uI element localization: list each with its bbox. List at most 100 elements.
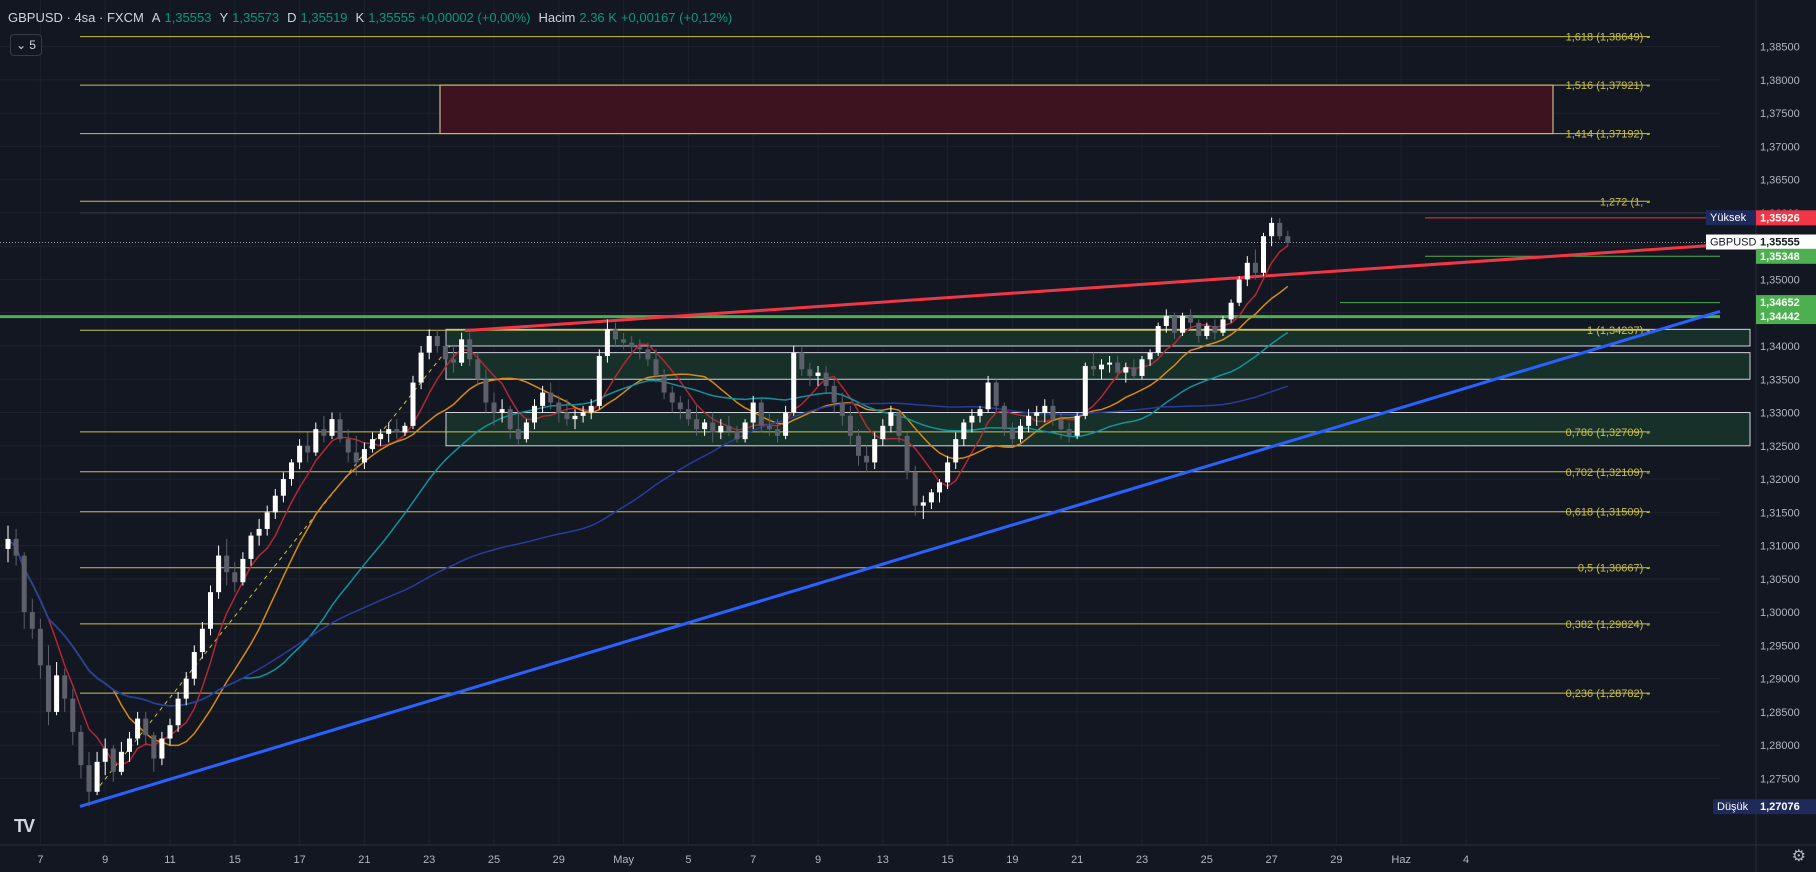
candle-body	[977, 409, 983, 416]
candle-body	[540, 392, 546, 406]
price-badge-value: 1,35926	[1760, 212, 1800, 224]
candle-body	[451, 359, 456, 363]
candle-body	[272, 495, 278, 513]
candle-body	[1277, 222, 1283, 237]
candle-body	[629, 342, 635, 348]
low-label: D	[287, 10, 297, 25]
indicators-toggle-button[interactable]: ⌄ 5	[10, 34, 42, 56]
gear-icon[interactable]: ⚙	[1791, 848, 1806, 865]
candle-body	[313, 429, 319, 453]
x-tick-label: 29	[1330, 854, 1342, 866]
x-tick-label: 9	[102, 854, 108, 866]
y-tick-label: 1,30000	[1760, 607, 1800, 619]
fib-label: 0,382 (1,29824) -	[1566, 619, 1651, 631]
candles	[5, 217, 1291, 807]
candle-body	[613, 329, 618, 340]
low-value: 1,35519	[300, 10, 348, 25]
x-tick-label: 21	[1071, 854, 1083, 866]
candle-body	[1196, 322, 1202, 337]
candle-body	[378, 433, 384, 440]
candle-body	[1252, 262, 1258, 273]
x-tick-label: 15	[941, 854, 953, 866]
candle-body	[143, 718, 149, 736]
candle-body	[937, 482, 942, 493]
price-badge	[1756, 309, 1816, 325]
volume-change: +0,00167 (+0,12%)	[620, 10, 733, 25]
symbol-header: GBPUSD · 4sa · FXCM A 1,35553 Y 1,35573 …	[8, 10, 732, 25]
fib-label: 0,236 (1,28782) -	[1566, 688, 1651, 700]
candle-body	[1155, 326, 1161, 353]
candle-body	[475, 359, 481, 380]
candle-body	[775, 429, 780, 436]
candle-body	[37, 628, 43, 666]
price-badge	[1756, 210, 1816, 226]
x-tick-label: 19	[1006, 854, 1018, 866]
candle-body	[669, 392, 675, 403]
candle-body	[1220, 319, 1226, 333]
candle-body	[13, 538, 19, 556]
y-tick-label: 1,32500	[1760, 441, 1800, 453]
candle-body	[653, 359, 659, 376]
candle-body	[280, 479, 286, 496]
candle-body	[94, 761, 100, 792]
price-badge-tag	[1706, 234, 1756, 250]
fib-label: 1,618 (1,38649) -	[1566, 32, 1651, 44]
x-tick-label: 17	[293, 854, 305, 866]
x-tick-label: 9	[815, 854, 821, 866]
symbol-title[interactable]: GBPUSD · 4sa · FXCM	[8, 10, 144, 25]
candle-body	[240, 558, 246, 583]
candle-body	[1066, 429, 1072, 436]
candle-body	[791, 352, 797, 413]
candle-body	[191, 652, 197, 679]
candle-body	[815, 372, 821, 376]
price-badge-value: 1,35555	[1760, 237, 1800, 249]
candle-body	[718, 425, 724, 433]
fib-label: 1,414 (1,37192) -	[1566, 129, 1651, 141]
fibonacci-levels: 1,618 (1,38649) - 1,516 (1,37921) - 1,414 …	[80, 32, 1651, 700]
price-axis[interactable]: 1,385001,380001,375001,370001,365001,360…	[1755, 0, 1800, 872]
candle-body	[337, 419, 343, 440]
candle-body	[418, 352, 424, 383]
candle-body	[167, 725, 173, 739]
candle-body	[726, 425, 732, 432]
candle-body	[1042, 405, 1048, 413]
high-value: 1,35573	[232, 10, 280, 25]
candle-body	[21, 555, 27, 613]
y-tick-label: 1,31500	[1760, 507, 1800, 519]
candle-body	[1058, 419, 1064, 430]
candle-body	[1090, 365, 1096, 370]
price-badge	[1756, 248, 1816, 264]
fib-label: 1,272 (1, -	[1600, 196, 1650, 208]
candle-body	[604, 329, 610, 356]
candle-body	[572, 415, 578, 420]
candle-body	[62, 675, 68, 699]
tradingview-logo[interactable]: TV	[14, 816, 35, 836]
candle-body	[1009, 429, 1015, 440]
candle-body	[5, 538, 11, 549]
candle-body	[1261, 236, 1266, 273]
price-badge	[1756, 799, 1816, 815]
volume-label: Hacim	[538, 10, 576, 25]
candle-body	[1018, 425, 1023, 440]
moving-average-line	[7, 385, 1289, 707]
y-tick-label: 1,36500	[1760, 175, 1800, 187]
candle-body	[78, 731, 84, 766]
y-tick-label: 1,38000	[1760, 75, 1800, 87]
candle-body	[183, 678, 189, 699]
time-axis[interactable]: 7 9 11 15 17 21 23 25 29 May 5 7 9 13 15 19 21 23 25 27 29 Ha…	[0, 844, 1816, 866]
candle-body	[127, 738, 132, 752]
supply-zone	[439, 84, 1554, 135]
high-label: Y	[219, 10, 229, 25]
change-value: +0,00002 (+0,00%)	[419, 10, 531, 25]
candle-body	[386, 429, 392, 434]
y-tick-label: 1,27500	[1760, 773, 1800, 785]
candle-body	[353, 452, 359, 463]
fib-label: 1,516 (1,37921) -	[1566, 80, 1651, 92]
x-tick-label: 7	[750, 854, 756, 866]
price-badge-tag	[1706, 210, 1756, 226]
candle-body	[1115, 362, 1121, 373]
candle-body	[823, 372, 829, 386]
candle-body	[677, 402, 683, 410]
y-tick-label: 1,33000	[1760, 408, 1800, 420]
